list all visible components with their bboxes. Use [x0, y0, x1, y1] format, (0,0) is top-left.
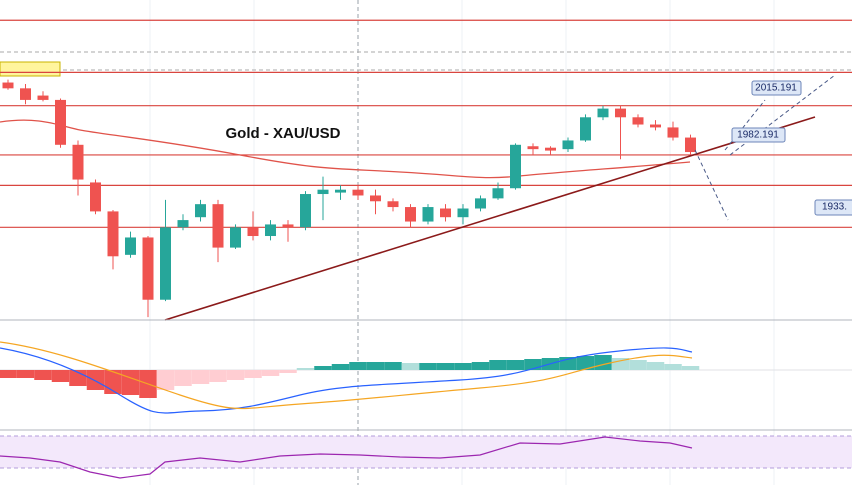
trendline [164, 116, 816, 321]
candle-body [20, 88, 31, 100]
macd-bar [191, 370, 210, 384]
candle-body [265, 224, 276, 237]
candle-body [685, 137, 696, 153]
candle-body [615, 108, 626, 118]
macd-bar [366, 362, 385, 370]
macd-bar [349, 362, 367, 370]
candle-body [37, 95, 49, 100]
macd-bar [454, 363, 472, 370]
macd-bar [664, 364, 682, 370]
signal-line [0, 341, 693, 410]
macd-bar [209, 370, 227, 382]
macd-bar [296, 368, 315, 370]
rsi-line [0, 436, 693, 479]
candle-body [492, 188, 504, 199]
candle-body [142, 237, 154, 300]
candle-body [282, 224, 294, 228]
macd-bar [576, 356, 595, 370]
macd-bar [0, 370, 17, 378]
macd-bar [384, 362, 402, 370]
macd-line [0, 347, 693, 414]
candle-body [55, 99, 66, 145]
price-label-box [731, 127, 786, 143]
macd-bar [279, 370, 297, 373]
candle-body [352, 189, 364, 196]
macd-bar [261, 370, 280, 376]
price-label: 1933. [822, 202, 847, 213]
macd-bar [244, 370, 262, 378]
candle-body [335, 189, 346, 193]
candle-body [387, 201, 399, 208]
candle-body [160, 227, 171, 300]
macd-bar [174, 370, 192, 386]
candle-body [597, 108, 609, 118]
candle-body [317, 189, 329, 195]
candle-body [632, 117, 644, 125]
macd-bar [611, 358, 630, 370]
candle-body [125, 237, 136, 255]
macd-bar [156, 370, 175, 390]
macd-bar [419, 363, 437, 370]
candle-body [667, 127, 679, 138]
macd-bar [471, 362, 490, 370]
marker-box [0, 61, 61, 77]
candle-body [562, 140, 574, 150]
macd-bar [121, 370, 140, 395]
candle-body [107, 211, 119, 257]
candle-body [545, 147, 556, 151]
candle-body [177, 220, 189, 228]
candle-body [72, 144, 84, 180]
macd-bar [436, 363, 455, 370]
macd-bar [594, 355, 612, 370]
candle-body [457, 208, 469, 218]
candle-body [422, 207, 434, 222]
macd-bar [629, 360, 647, 370]
candle-body [2, 82, 14, 89]
moving-average [0, 119, 691, 179]
candle-body [247, 227, 259, 237]
macd-bar [34, 370, 52, 380]
candle-body [212, 204, 224, 248]
price-label-box [814, 199, 852, 216]
macd-bar [524, 359, 542, 370]
candle-body [650, 124, 661, 128]
macd-bar [506, 360, 525, 370]
macd-bar [681, 366, 700, 370]
candle-body [510, 144, 521, 189]
macd-bar [331, 364, 350, 370]
price-label: 1982.191 [737, 130, 779, 141]
macd-bar [86, 370, 105, 390]
macd-bar [646, 362, 665, 370]
price-label-box [751, 80, 802, 96]
candle-body [90, 182, 101, 212]
macd-bar [489, 360, 507, 370]
candle-body [405, 207, 416, 222]
candle-body [195, 204, 206, 218]
candle-body [370, 195, 381, 202]
candle-body [440, 208, 451, 218]
candle-body [527, 146, 539, 150]
macd-bar [51, 370, 70, 382]
macd-bar [401, 363, 420, 370]
rsi-band [0, 436, 852, 468]
chart-title: Gold - XAU/USD [226, 125, 341, 142]
macd-bar [226, 370, 245, 380]
candle-body [300, 194, 311, 228]
candle-body [230, 227, 241, 248]
candle-body [475, 198, 486, 209]
macd-bar [314, 366, 332, 370]
price-label: 2015.191 [755, 83, 797, 94]
macd-bar [16, 370, 35, 378]
candle-body [580, 117, 591, 141]
